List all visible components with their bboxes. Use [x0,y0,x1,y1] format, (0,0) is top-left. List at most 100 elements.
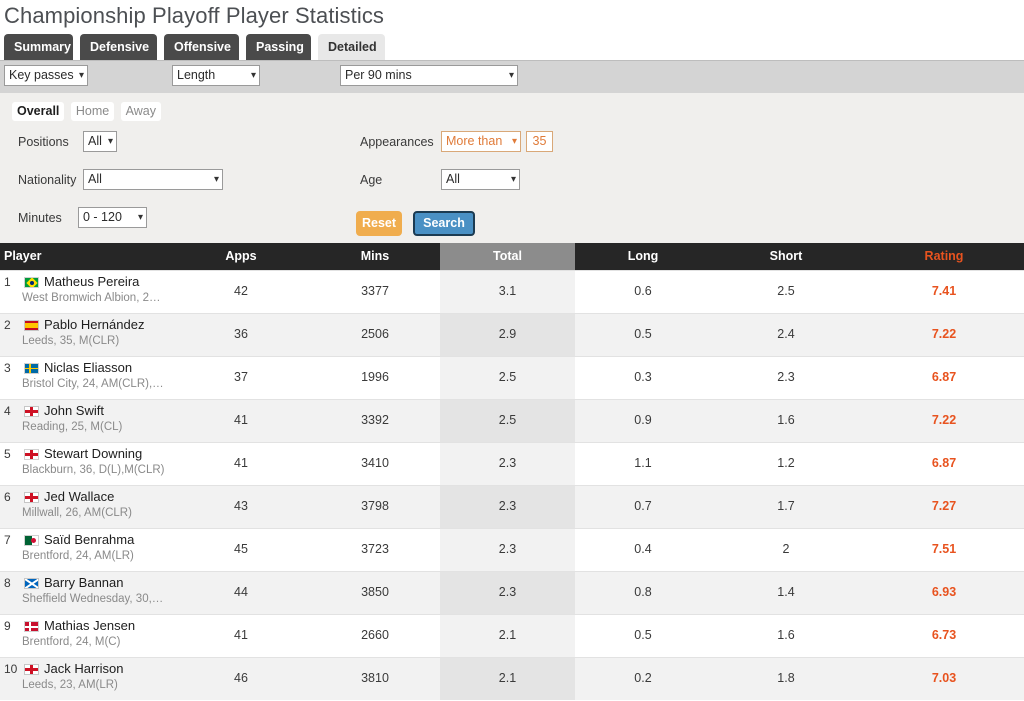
cell-rating: 7.27 [931,499,957,513]
nationality-value: All [88,172,102,186]
cell-rating: 6.93 [931,585,957,599]
column-header-short[interactable]: Short [769,249,803,263]
total-column-highlight [440,356,575,399]
table-row[interactable]: 10 Jack Harrison Leeds, 23, AM(LR) 46 3810 2.… [0,657,1024,700]
player-team-meta: Leeds, 23, AM(LR) [22,679,118,691]
venue-tab-overall[interactable]: Overall [12,102,65,121]
player-name-link[interactable]: Mathias Jensen [44,618,136,633]
stat-type-value: Key passes [9,68,74,82]
cell-apps: 43 [234,499,248,513]
flag-icon-england [24,449,39,460]
cell-long: 0.3 [634,370,652,384]
total-column-highlight [440,657,575,700]
player-name-link[interactable]: Niclas Eliasson [44,360,133,375]
cell-total: 2.1 [498,671,517,685]
cell-short: 2.4 [777,327,795,341]
nationality-label: Nationality [18,173,77,187]
sub-type-select[interactable]: Length ▾ [172,65,260,86]
player-team-meta: Brentford, 24, AM(LR) [22,550,134,562]
age-select[interactable]: All ▾ [441,169,520,190]
table-row[interactable]: 6 Jed Wallace Millwall, 26, AM(CLR) 43 3798 2… [0,485,1024,528]
appearances-operator-select[interactable]: More than ▾ [441,131,521,152]
appearances-input[interactable]: 35 [526,131,553,152]
stat-type-select[interactable]: Key passes ▾ [4,65,88,86]
cell-rating: 6.87 [931,456,957,470]
cell-total: 2.3 [498,456,517,470]
total-column-highlight [440,313,575,356]
filter-panel: Overall Home Away Positions All ▾ Nation… [0,93,1024,243]
column-header-mins[interactable]: Mins [360,249,390,263]
player-name-link[interactable]: Stewart Downing [44,446,143,461]
column-header-long[interactable]: Long [627,249,659,263]
tab-summary[interactable]: Summary [4,34,73,60]
tab-passing[interactable]: Passing [246,34,311,60]
normalization-select[interactable]: Per 90 mins ▾ [340,65,518,86]
flag-icon-algeria [24,535,39,546]
cell-mins: 3810 [361,671,389,685]
column-header-player[interactable]: Player [4,249,42,263]
flag-icon-brazil [24,277,39,288]
player-table-body: 1 Matheus Pereira West Bromwich Albion, 2…… [0,270,1024,700]
cell-rating: 7.22 [931,413,957,427]
tab-detailed[interactable]: Detailed [318,34,385,60]
flag-icon-england [24,406,39,417]
cell-total: 2.5 [498,370,517,384]
total-column-highlight [440,528,575,571]
cell-mins: 2506 [361,327,389,341]
reset-button[interactable]: Reset [356,211,402,236]
player-name-link[interactable]: Barry Bannan [44,575,124,590]
column-header-total[interactable]: Total [440,243,575,270]
column-header-apps[interactable]: Apps [225,249,257,263]
cell-apps: 36 [234,327,248,341]
total-column-highlight [440,571,575,614]
positions-select[interactable]: All ▾ [83,131,117,152]
venue-tab-home[interactable]: Home [70,102,115,121]
cell-mins: 3850 [361,585,389,599]
cell-apps: 42 [234,284,248,298]
cell-long: 1.1 [634,456,652,470]
cell-long: 0.6 [634,284,652,298]
row-rank: 9 [4,619,11,633]
positions-value: All [88,134,102,148]
search-button[interactable]: Search [413,211,475,236]
cell-total: 2.3 [498,499,517,513]
player-name-link[interactable]: John Swift [44,403,104,418]
table-row[interactable]: 8 Barry Bannan Sheffield Wednesday, 30,… 44… [0,571,1024,614]
cell-total: 2.9 [498,327,517,341]
cell-short: 1.6 [777,628,795,642]
cell-long: 0.8 [634,585,652,599]
player-name-link[interactable]: Jack Harrison [44,661,124,676]
minutes-select[interactable]: 0 - 120 ▾ [78,207,147,228]
tab-defensive[interactable]: Defensive [80,34,157,60]
main-tab-bar: Summary Defensive Offensive Passing Deta… [0,34,1024,62]
cell-short: 1.8 [777,671,795,685]
tab-offensive[interactable]: Offensive [164,34,239,60]
cell-long: 0.2 [634,671,652,685]
cell-long: 0.5 [634,628,652,642]
player-team-meta: Reading, 25, M(CL) [22,421,123,433]
nationality-select[interactable]: All ▾ [83,169,223,190]
player-team-meta: West Bromwich Albion, 2… [22,292,161,304]
column-header-rating[interactable]: Rating [924,249,964,263]
player-team-meta: Millwall, 26, AM(CLR) [22,507,132,519]
player-name-link[interactable]: Saïd Benrahma [44,532,135,547]
table-row[interactable]: 4 John Swift Reading, 25, M(CL) 41 3392 2.5 0.… [0,399,1024,442]
cell-apps: 41 [234,456,248,470]
cell-short: 2.3 [777,370,795,384]
player-name-link[interactable]: Jed Wallace [44,489,115,504]
player-team-meta: Sheffield Wednesday, 30,… [22,593,164,605]
chevron-down-icon: ▾ [78,70,84,81]
cell-short: 2 [782,542,790,556]
cell-mins: 3392 [361,413,389,427]
table-row[interactable]: 1 Matheus Pereira West Bromwich Albion, 2…… [0,270,1024,313]
player-name-link[interactable]: Pablo Hernández [44,317,145,332]
cell-mins: 3723 [361,542,389,556]
table-row[interactable]: 2 Pablo Hernández Leeds, 35, M(CLR) 36 2506 2… [0,313,1024,356]
venue-tab-away[interactable]: Away [120,102,161,121]
table-row[interactable]: 3 Niclas Eliasson Bristol City, 24, AM(CLR… [0,356,1024,399]
table-row[interactable]: 9 Mathias Jensen Brentford, 24, M(C) 41 2660… [0,614,1024,657]
table-row[interactable]: 5 Stewart Downing Blackburn, 36, D(L),M(CL… [0,442,1024,485]
table-row[interactable]: 7 Saïd Benrahma Brentford, 24, AM(LR) 45 372… [0,528,1024,571]
player-name-link[interactable]: Matheus Pereira [44,274,140,289]
player-team-meta: Brentford, 24, M(C) [22,636,121,648]
